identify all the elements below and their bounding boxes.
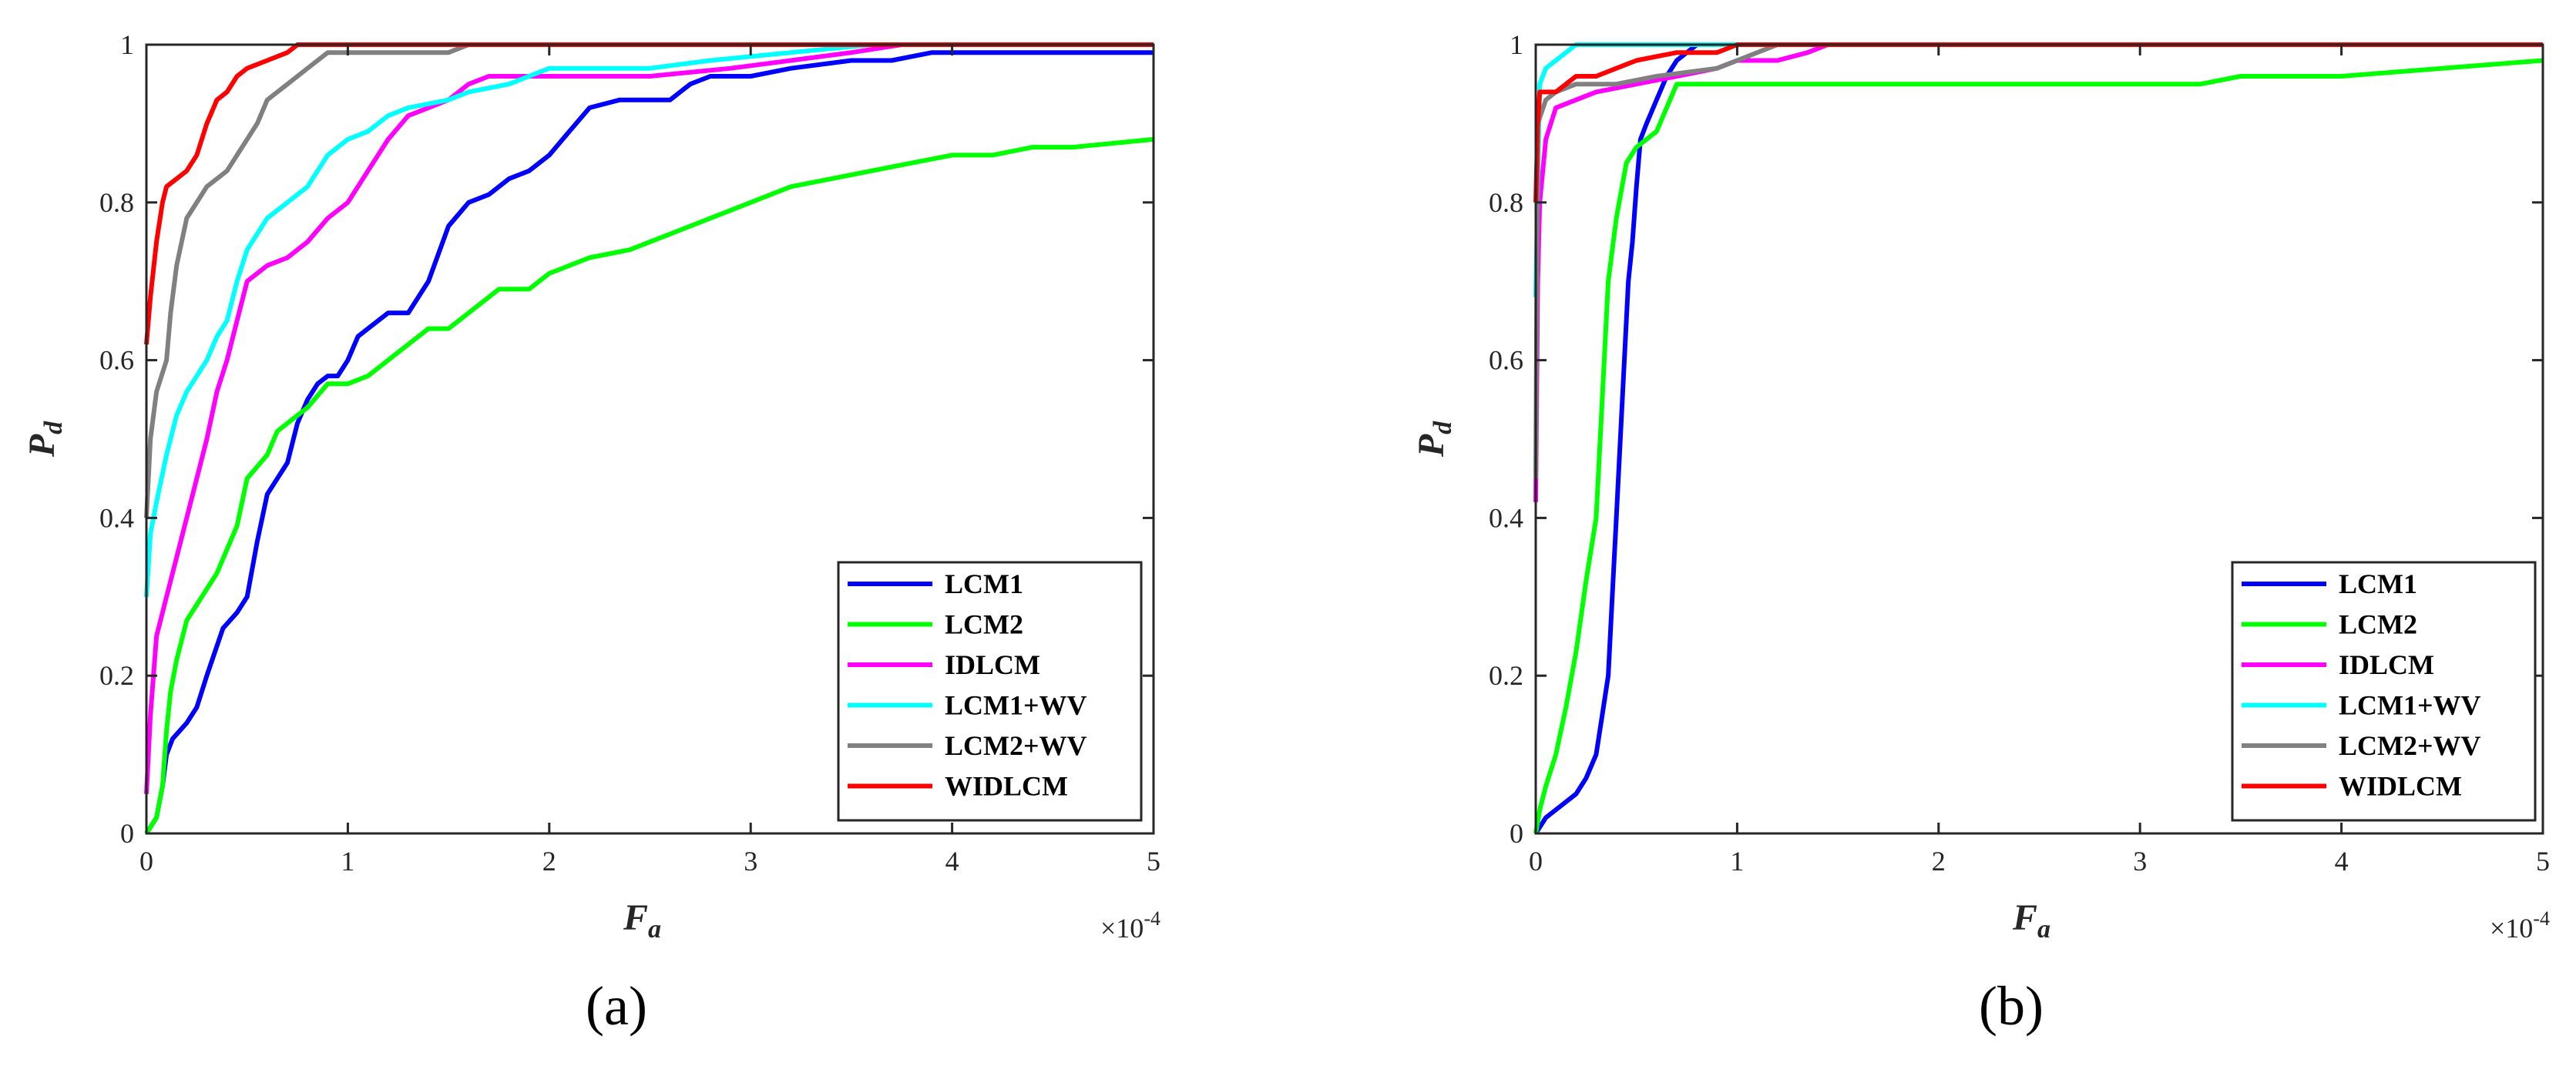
- legend-label: LCM1+WV: [2339, 690, 2481, 721]
- legend-label: LCM2: [945, 609, 1023, 640]
- x-tick-label: 5: [2536, 846, 2550, 877]
- legend-label: LCM2+WV: [945, 730, 1087, 761]
- legend-label: WIDLCM: [2339, 771, 2462, 802]
- legend-label: LCM1: [945, 568, 1023, 599]
- y-tick-label: 0.2: [1489, 660, 1523, 691]
- axes-box: [1534, 43, 2544, 835]
- legend-label: LCM1: [2339, 568, 2417, 599]
- x-axis-label: Fa: [2012, 897, 2050, 944]
- y-tick-label: 1: [1510, 29, 1523, 60]
- x-tick-label: 0: [139, 846, 153, 877]
- y-tick-label: 0.4: [99, 502, 134, 533]
- series-line-idlcm: [1533, 42, 2543, 502]
- series-line-lcm2-wv: [144, 42, 1154, 518]
- legend-label: WIDLCM: [945, 771, 1068, 802]
- x-tick-label: 3: [744, 846, 757, 877]
- legend-label: LCM2+WV: [2339, 730, 2481, 761]
- series-line-idlcm: [144, 42, 1154, 794]
- y-axis-label: Pd: [1411, 421, 1457, 458]
- panel-label: (b): [1979, 975, 2044, 1037]
- y-tick-label: 0.6: [99, 345, 134, 376]
- legend: LCM1 LCM2 IDLCM LCM1+WV LCM2+WV WIDLCM: [2231, 561, 2537, 822]
- series-line-widlcm: [1533, 42, 2543, 203]
- series-line-lcm2: [1533, 58, 2544, 834]
- legend-box: [837, 561, 1143, 822]
- y-tick-label: 0.8: [99, 187, 134, 218]
- x-tick-label: 5: [1147, 846, 1160, 877]
- chart-panel-a: 0 1 2 3 4 5 0 0.2 0.4 0.6 0.8 1 ×10-4 Fa Pd LCM1 LCM2 IDL…: [22, 29, 1160, 1037]
- series-line-lcm1-wv: [144, 42, 1154, 597]
- x-tick-label: 4: [2335, 846, 2349, 877]
- y-tick-label: 0: [120, 818, 134, 849]
- x-tick-label: 0: [1529, 846, 1543, 877]
- x-exponent-label: ×10-4: [1100, 907, 1160, 944]
- axes-box: [145, 43, 1155, 835]
- series-line-lcm2: [144, 136, 1154, 835]
- series-line-lcm1: [144, 50, 1154, 835]
- y-tick-label: 0.6: [1489, 345, 1523, 376]
- panel-label: (a): [586, 975, 647, 1037]
- x-axis-label: Fa: [623, 897, 661, 944]
- legend: LCM1 LCM2 IDLCM LCM1+WV LCM2+WV WIDLCM: [837, 561, 1143, 822]
- x-tick-label: 2: [1932, 846, 1946, 877]
- y-axis-label: Pd: [22, 421, 68, 458]
- y-tick-label: 0: [1510, 818, 1523, 849]
- legend-label: LCM1+WV: [945, 690, 1087, 721]
- series-line-lcm2-wv: [1533, 42, 2543, 479]
- x-tick-label: 3: [2133, 846, 2147, 877]
- chart-panel-b: 0 1 2 3 4 5 0 0.2 0.4 0.6 0.8 1 ×10-4 Fa Pd LCM1 LCM2 IDL…: [1411, 29, 2550, 1037]
- y-tick-label: 0.4: [1489, 502, 1523, 533]
- x-tick-label: 2: [542, 846, 556, 877]
- legend-label: IDLCM: [2339, 649, 2434, 680]
- series-line-lcm1: [1533, 42, 2543, 835]
- y-tick-label: 0.8: [1489, 187, 1523, 218]
- series-line-widlcm: [144, 42, 1154, 345]
- legend-box: [2231, 561, 2537, 822]
- y-tick-label: 1: [120, 29, 134, 60]
- x-tick-label: 4: [945, 846, 959, 877]
- x-exponent-label: ×10-4: [2490, 907, 2550, 944]
- x-tick-label: 1: [341, 846, 354, 877]
- y-tick-label: 0.2: [99, 660, 134, 691]
- x-tick-label: 1: [1730, 846, 1744, 877]
- legend-label: LCM2: [2339, 609, 2417, 640]
- legend-label: IDLCM: [945, 649, 1040, 680]
